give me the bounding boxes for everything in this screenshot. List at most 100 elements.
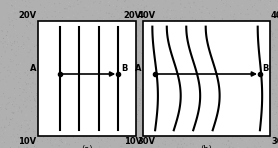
Point <box>46 141 51 143</box>
Point <box>172 70 177 72</box>
Point <box>36 45 41 48</box>
Point <box>66 121 71 123</box>
Point <box>179 105 183 108</box>
Point <box>129 9 134 12</box>
Point <box>37 110 41 112</box>
Point <box>207 56 211 58</box>
Point <box>41 17 45 19</box>
Point <box>254 74 259 76</box>
Point <box>162 32 166 35</box>
Point <box>138 30 142 32</box>
Point <box>103 78 107 80</box>
Point <box>33 83 38 85</box>
Point <box>190 38 195 40</box>
Point <box>215 47 220 49</box>
Point <box>192 29 197 32</box>
Point <box>28 1 32 4</box>
Point <box>156 84 161 86</box>
Point <box>54 144 58 146</box>
Point <box>125 56 129 58</box>
Point <box>257 128 261 130</box>
Point <box>120 107 124 109</box>
Point <box>168 111 173 113</box>
Point <box>175 141 179 144</box>
Point <box>212 138 217 141</box>
Point <box>22 61 26 63</box>
Point <box>9 61 13 63</box>
Point <box>191 78 195 81</box>
Point <box>130 127 134 129</box>
Point <box>14 109 19 111</box>
Point <box>128 90 133 92</box>
Point <box>111 62 116 64</box>
Point <box>205 81 209 84</box>
Point <box>76 138 81 140</box>
Point <box>166 47 171 50</box>
Point <box>65 16 69 18</box>
Point <box>210 34 215 36</box>
Point <box>210 74 215 77</box>
Point <box>83 83 87 85</box>
Point <box>185 102 190 104</box>
Point <box>270 8 275 10</box>
Point <box>69 108 73 111</box>
Point <box>188 66 192 68</box>
Point <box>110 71 115 74</box>
Point <box>132 63 136 65</box>
Point <box>12 78 16 80</box>
Point <box>208 130 212 132</box>
Point <box>40 92 45 94</box>
Point <box>46 35 50 37</box>
Point <box>54 78 59 80</box>
Point <box>119 7 124 9</box>
Point <box>160 126 165 129</box>
Point <box>200 130 205 133</box>
Point <box>235 4 240 7</box>
Point <box>133 97 137 100</box>
Point <box>52 118 56 120</box>
Point <box>264 104 269 107</box>
Point <box>148 85 152 88</box>
Point <box>236 146 240 148</box>
Point <box>265 103 270 105</box>
Point <box>198 94 202 97</box>
Point <box>193 18 198 21</box>
Point <box>140 20 145 23</box>
Point <box>151 20 155 22</box>
Point <box>197 47 202 49</box>
Point <box>147 137 151 139</box>
Point <box>42 27 47 29</box>
Point <box>220 64 224 66</box>
Point <box>80 52 85 54</box>
Point <box>206 72 210 74</box>
Point <box>147 109 151 111</box>
Point <box>6 102 10 105</box>
Point <box>146 56 150 59</box>
Point <box>118 98 123 100</box>
Point <box>30 107 34 109</box>
Point <box>220 45 225 47</box>
Point <box>62 117 66 119</box>
Point <box>96 132 101 134</box>
Point <box>209 21 214 23</box>
Point <box>200 133 205 135</box>
Point <box>204 16 208 19</box>
Point <box>247 55 251 57</box>
Point <box>180 11 184 14</box>
Point <box>142 83 146 86</box>
Point <box>163 120 167 123</box>
Point <box>228 5 233 8</box>
Point <box>140 147 144 148</box>
Point <box>237 12 241 14</box>
Point <box>154 101 159 103</box>
Point <box>50 15 54 17</box>
Point <box>259 123 264 126</box>
Point <box>36 66 41 69</box>
Point <box>39 26 44 28</box>
Point <box>241 46 245 48</box>
Point <box>164 65 168 67</box>
Point <box>180 74 184 76</box>
Point <box>136 26 140 29</box>
Point <box>42 6 47 9</box>
Point <box>82 49 87 52</box>
